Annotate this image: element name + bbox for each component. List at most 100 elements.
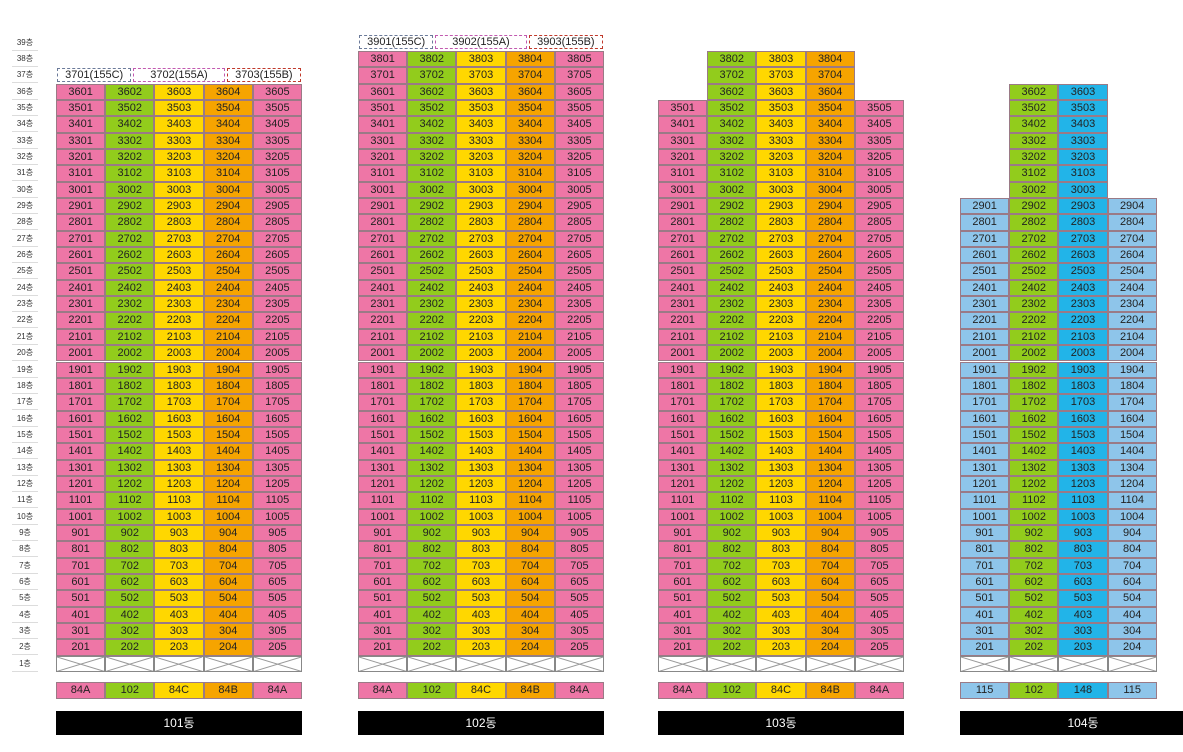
- unit-cell: 2101: [56, 328, 106, 346]
- unit-cell: 2804: [805, 214, 855, 231]
- unit-cell: 601: [960, 574, 1010, 591]
- unit-cell: 2005: [252, 345, 302, 362]
- unit-cell: 3501: [658, 99, 708, 117]
- unit-cell: 202: [1009, 639, 1059, 656]
- unit-cell: 3402: [1009, 116, 1059, 133]
- unit-cell: 1504: [805, 426, 855, 444]
- unit-cell: 3201: [358, 148, 408, 166]
- unit-cell: 2505: [554, 263, 604, 280]
- unit-cell: 403: [756, 606, 806, 624]
- unit-cell: 3502: [105, 99, 155, 117]
- unit-cell: 1003: [756, 508, 806, 525]
- unit-cell: 2601: [56, 247, 106, 264]
- unit-cell: 2701: [960, 230, 1010, 248]
- unit-cell: 1002: [1009, 508, 1059, 525]
- unit-cell: 1205: [554, 475, 604, 493]
- unit-cell: 2001: [56, 345, 106, 362]
- unit-cell: 2901: [358, 198, 408, 215]
- unit-cell: 2501: [358, 263, 408, 280]
- unit-cell: 1202: [105, 475, 155, 493]
- unit-cell: 2204: [203, 312, 253, 329]
- unit-cell: 1305: [554, 459, 604, 476]
- unit-cell: 301: [56, 623, 106, 640]
- unit-cell: 2403: [456, 279, 506, 297]
- unit-cell: 2704: [505, 230, 555, 248]
- unit-cell: 2303: [456, 296, 506, 313]
- unit-cell: 1102: [707, 492, 757, 509]
- unit-cell: 1903: [456, 361, 506, 378]
- unit-cell: 3602: [707, 83, 757, 100]
- unit-cell: 2201: [56, 312, 106, 329]
- unit-cell: 305: [252, 623, 302, 640]
- unit-cell: 1603: [1058, 410, 1108, 427]
- building-name-bar: 103동: [658, 711, 904, 735]
- floor-label: 2층: [12, 639, 38, 656]
- unit-cell: 203: [456, 639, 506, 656]
- unit-cell: 204: [505, 639, 555, 656]
- unit-cell: 2905: [854, 198, 904, 215]
- unit-cell: 1501: [358, 426, 408, 444]
- unit-cell: 1404: [1107, 443, 1157, 460]
- unit-type-label: 84A: [56, 682, 106, 699]
- unit-cell: 1403: [1058, 443, 1108, 460]
- unit-cell: 601: [658, 574, 708, 591]
- unit-cell: 3105: [554, 165, 604, 182]
- unit-cell: 2202: [1009, 312, 1059, 329]
- unit-cell: 1902: [1009, 361, 1059, 378]
- pilotis-cell: [1058, 655, 1108, 673]
- unit-cell: 1902: [105, 361, 155, 378]
- unit-cell: 1502: [707, 426, 757, 444]
- building-name-bar: 104동: [960, 711, 1183, 735]
- unit-cell: 1201: [658, 475, 708, 493]
- unit-cell: 1101: [960, 492, 1010, 509]
- unit-cell: 2201: [658, 312, 708, 329]
- unit-cell: 1202: [707, 475, 757, 493]
- unit-cell: 1204: [1107, 475, 1157, 493]
- unit-cell: 1605: [554, 410, 604, 427]
- unit-cell: 2503: [154, 263, 204, 280]
- unit-cell: 803: [154, 541, 204, 558]
- unit-cell: 1005: [252, 508, 302, 525]
- unit-cell: 1205: [252, 475, 302, 493]
- unit-cell: 1504: [203, 426, 253, 444]
- unit-cell: 2004: [203, 345, 253, 362]
- unit-cell: 904: [505, 525, 555, 542]
- unit-cell: 704: [505, 557, 555, 575]
- unit-cell: 1401: [358, 443, 408, 460]
- unit-cell: 2505: [854, 263, 904, 280]
- unit-cell: 2403: [756, 279, 806, 297]
- unit-cell: 3504: [505, 99, 555, 117]
- unit-cell: 2901: [960, 198, 1010, 215]
- pilotis-cell: [252, 655, 302, 673]
- unit-cell: 2805: [252, 214, 302, 231]
- unit-cell: 204: [1107, 639, 1157, 656]
- unit-cell: 203: [756, 639, 806, 656]
- floor-label: 28층: [12, 214, 38, 231]
- unit-cell: 902: [105, 525, 155, 542]
- pilotis-cell: [203, 655, 253, 673]
- unit-cell: 1901: [658, 361, 708, 378]
- unit-cell: 2401: [658, 279, 708, 297]
- unit-cell: 3002: [1009, 181, 1059, 198]
- unit-cell: 2004: [805, 345, 855, 362]
- unit-cell: 1905: [854, 361, 904, 378]
- unit-cell: 3503: [456, 99, 506, 117]
- unit-cell: 3001: [56, 181, 106, 198]
- unit-cell: 2202: [407, 312, 457, 329]
- penthouse-unit: 3701(155C): [57, 67, 132, 83]
- unit-cell: 2504: [505, 263, 555, 280]
- unit-cell: 405: [854, 606, 904, 624]
- unit-cell: 3104: [203, 165, 253, 182]
- unit-cell: 2202: [707, 312, 757, 329]
- unit-cell: 905: [554, 525, 604, 542]
- unit-cell: 505: [554, 590, 604, 607]
- unit-cell: 703: [456, 557, 506, 575]
- floor-label: 26층: [12, 247, 38, 264]
- unit-cell: 1702: [105, 394, 155, 411]
- unit-cell: 404: [805, 606, 855, 624]
- unit-cell: 3201: [56, 148, 106, 166]
- pilotis-cell: [358, 655, 408, 673]
- unit-cell: 304: [505, 623, 555, 640]
- unit-cell: 1203: [456, 475, 506, 493]
- unit-cell: 401: [358, 606, 408, 624]
